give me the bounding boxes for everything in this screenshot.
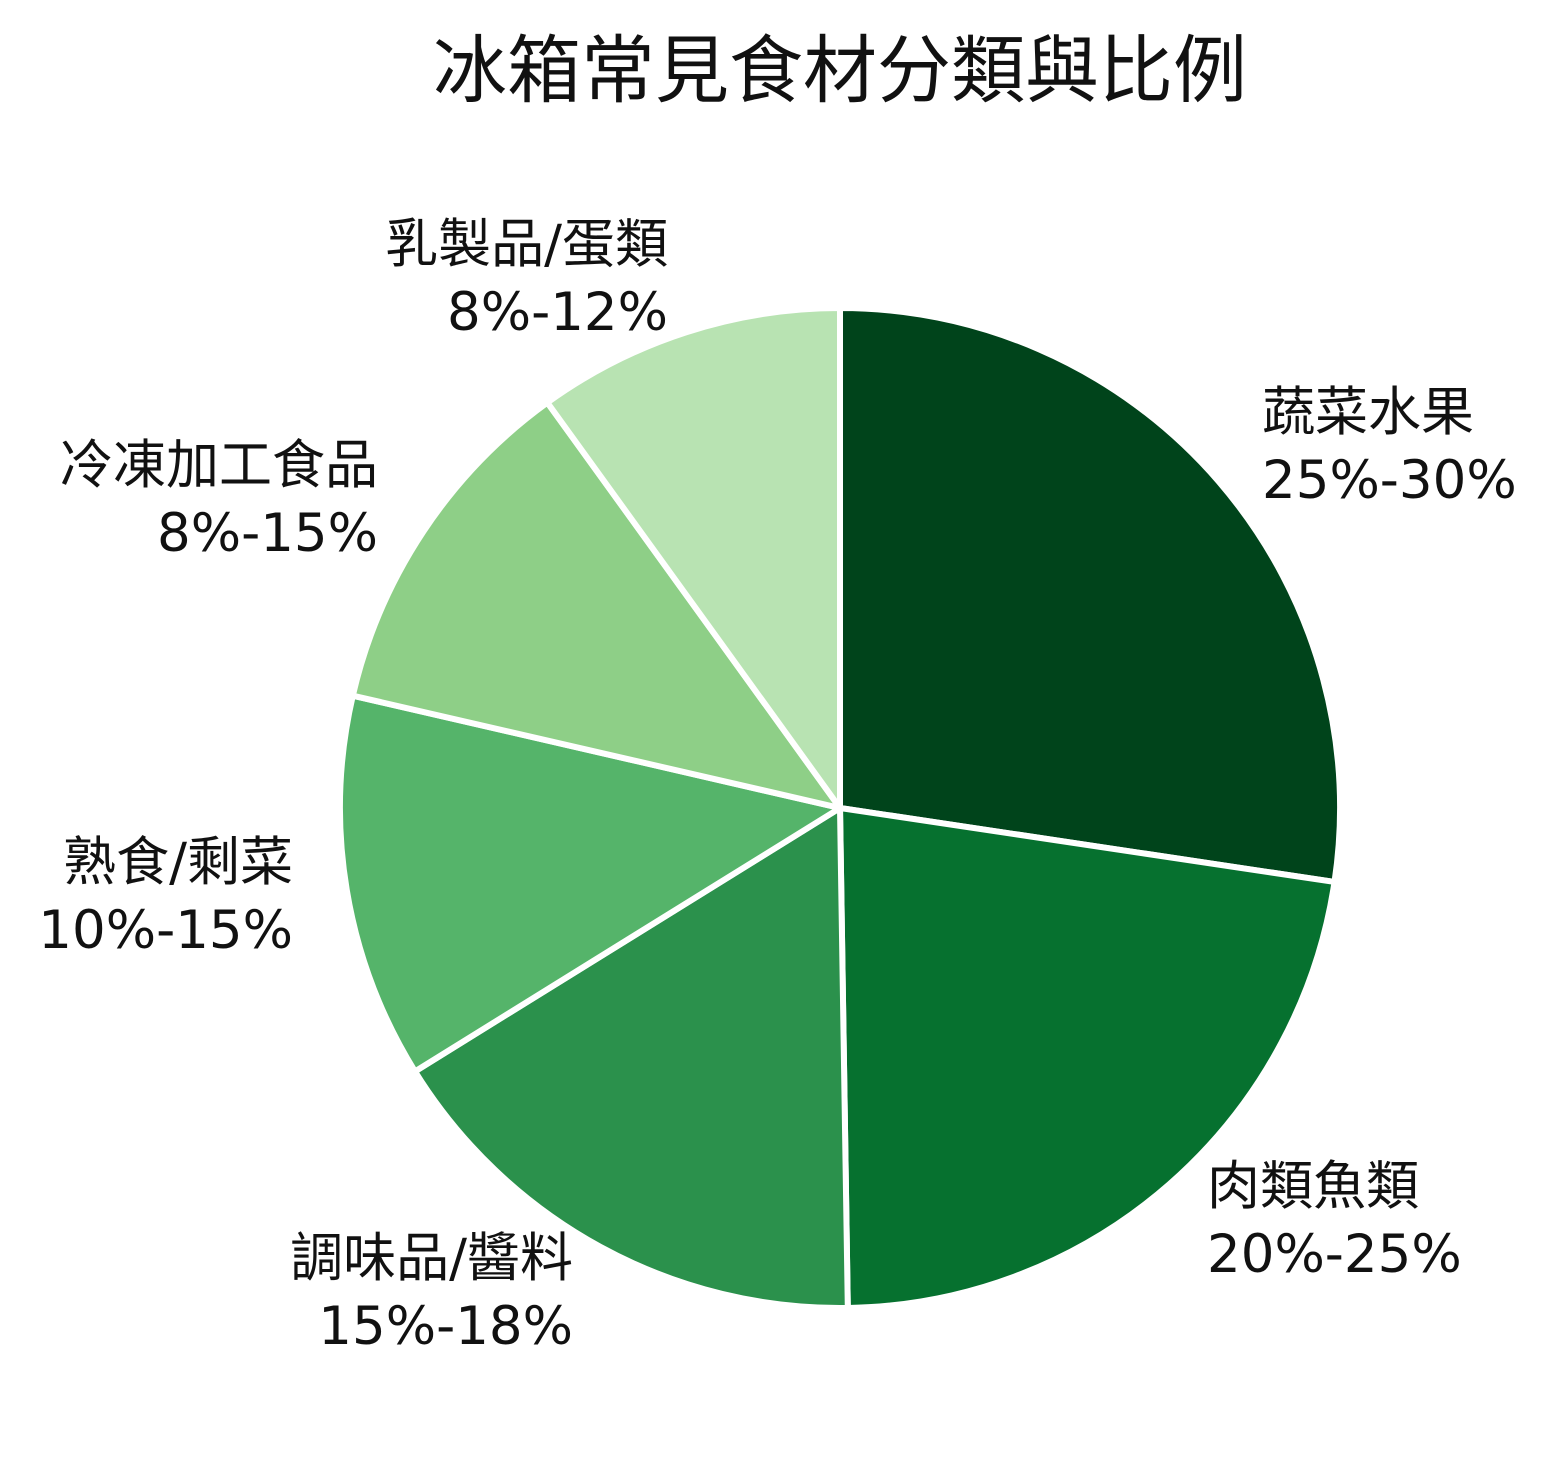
slice-range-label-5: 8%-15% [157,503,378,564]
chart-title: 冰箱常見食材分類與比例 [433,28,1247,114]
pie-slice-2 [837,805,1338,1311]
slice-range-label-6: 8%-12% [447,282,668,343]
pie-slices [337,305,1344,1311]
slice-range-label-2: 20%-25% [1207,1224,1462,1285]
pie-slice-3 [412,805,851,1311]
pie-slice-5 [349,399,843,811]
slice-label-1: 蔬菜水果 [1262,382,1474,443]
slice-label-6: 乳製品/蛋類 [385,214,668,275]
slice-range-label-3: 15%-18% [318,1296,573,1357]
slice-label-5: 冷凍加工食品 [60,435,378,496]
slice-label-4: 熟食/剩菜 [63,832,293,893]
pie-labels: 蔬菜水果 25%-30% 肉類魚類 20%-25% 調味品/醬料 15%-18% 熟食/剩菜… [38,214,1516,1357]
pie-slice-4 [337,692,843,1075]
pie-slice-6 [544,305,843,811]
slice-range-label-4: 10%-15% [38,900,293,961]
slice-label-2: 肉類魚類 [1207,1156,1419,1217]
pie-slice-1 [837,305,1344,885]
slice-range-label-1: 25%-30% [1262,450,1517,511]
slice-label-3: 調味品/醬料 [290,1228,573,1289]
